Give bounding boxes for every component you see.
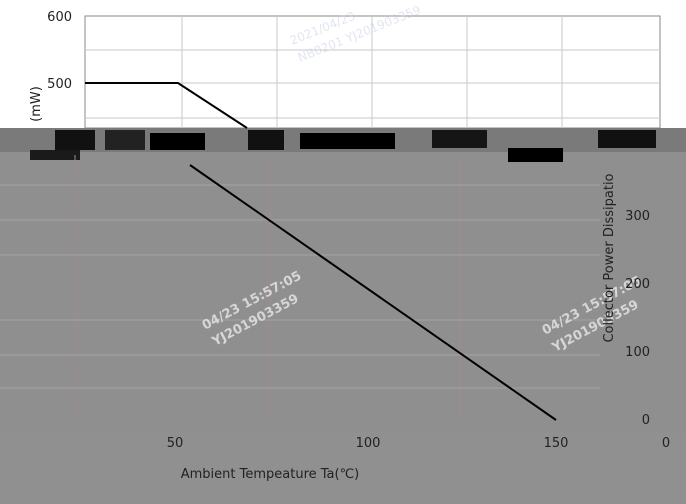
y-tick-label-top: 600: [47, 10, 72, 25]
y-tick-label-right: 300: [625, 209, 650, 224]
tick-labels: 600 500 300 200 100 0 50 100 150 0: [47, 10, 670, 451]
x-tick-label: 100: [356, 436, 381, 451]
y-tick-label-right: 200: [625, 277, 650, 292]
y-tick-label-right: 0: [642, 413, 650, 428]
y-axis-title-right: Collector Power Dissipatio: [602, 173, 617, 342]
x-tick-label: 150: [544, 436, 569, 451]
y-axis-title-left: (mW): [29, 86, 44, 122]
bottom-margin: [0, 432, 686, 504]
series-layer: [85, 82, 557, 421]
grid-lines: [0, 16, 660, 420]
x-tick-label: 50: [167, 436, 184, 451]
y-tick-label-right: 100: [625, 345, 650, 360]
y-tick-label-top: 500: [47, 77, 72, 92]
x-tick-label: 0: [662, 436, 670, 451]
x-axis-title: Ambient Tempeature Ta(℃): [181, 467, 360, 482]
series-line-upper: [85, 82, 248, 129]
plot-area-bottom: [0, 150, 686, 432]
series-line-derating: [189, 164, 557, 421]
scan-artifact-band: [0, 128, 686, 162]
